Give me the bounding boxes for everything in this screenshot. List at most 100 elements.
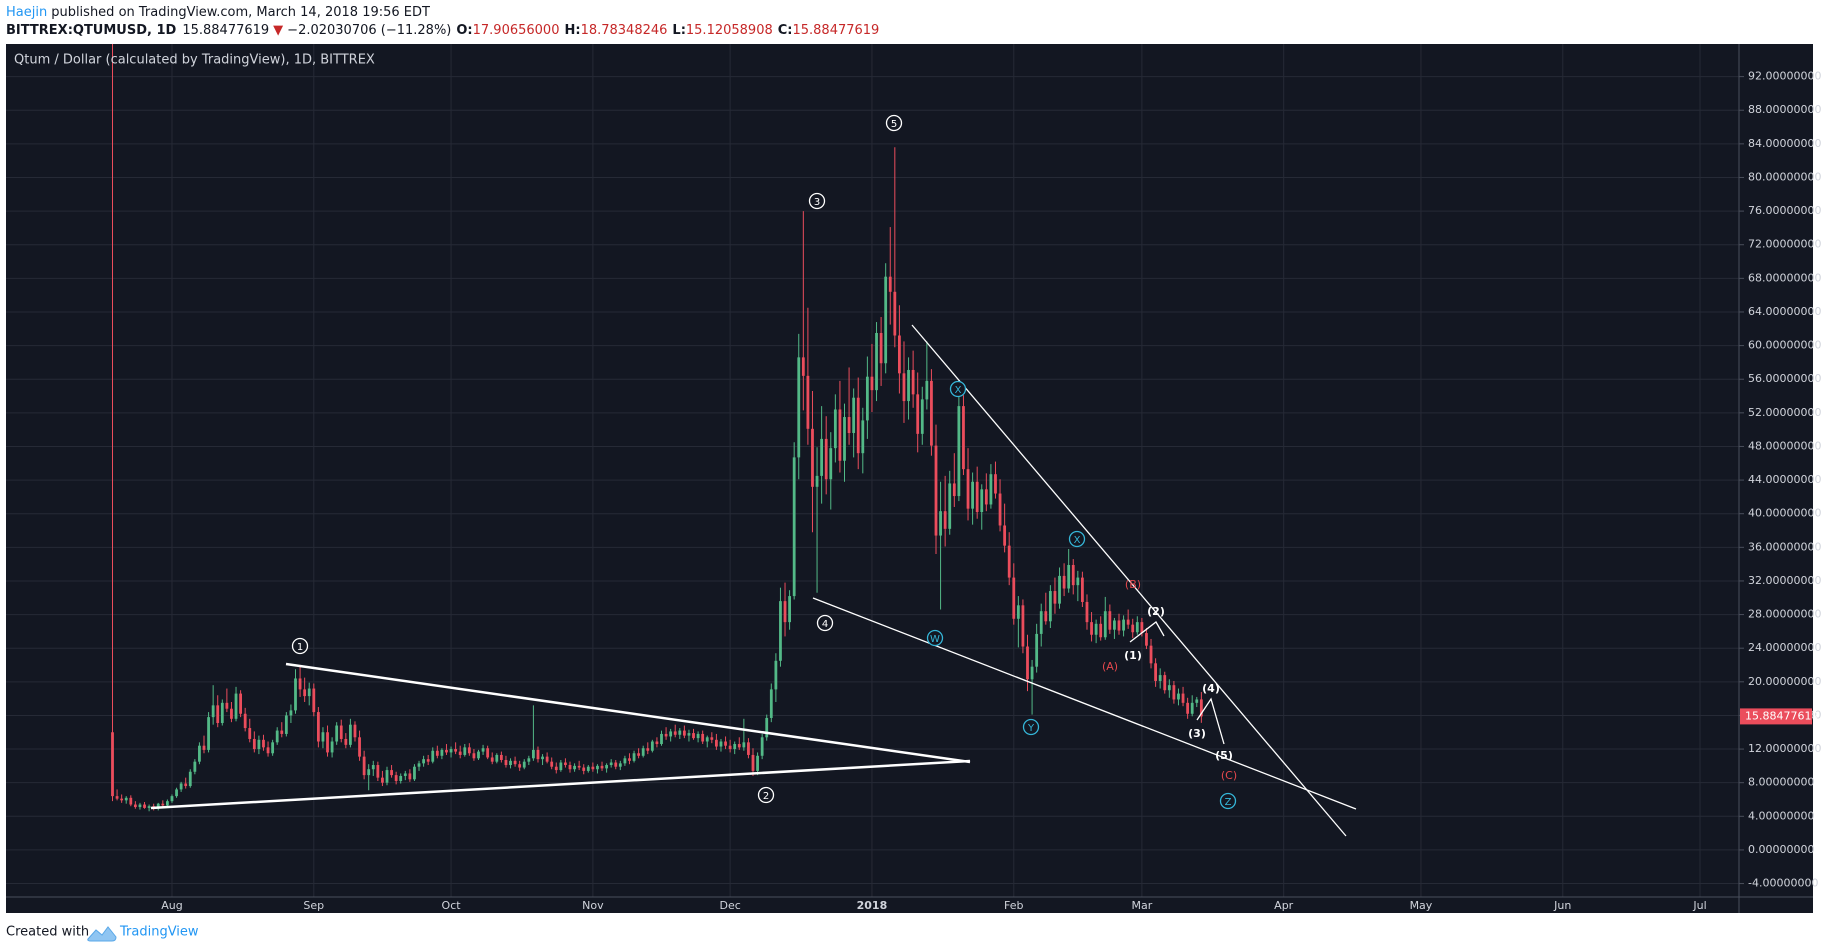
chart-title: Qtum / Dollar (calculated by TradingView… xyxy=(14,53,375,68)
triangle-upper-line[interactable] xyxy=(285,662,971,764)
wave-circle xyxy=(926,629,944,647)
y-tick-label: 80.00000000 xyxy=(1748,170,1821,183)
last-price-box xyxy=(1740,708,1812,725)
candle-body xyxy=(536,749,540,760)
candle-body xyxy=(1122,619,1125,631)
candle-body xyxy=(719,741,723,747)
candle-body xyxy=(385,770,389,783)
triangle-lower-line[interactable] xyxy=(150,759,971,810)
candle-body xyxy=(271,742,275,754)
candle-body xyxy=(628,758,631,761)
last-value: 15.88477619 xyxy=(182,23,269,38)
candle-body xyxy=(417,763,421,767)
candle-body xyxy=(303,689,307,697)
candle-body xyxy=(829,448,833,480)
x-tick-label: Apr xyxy=(1274,899,1294,912)
candle-body xyxy=(184,783,188,787)
candle-body xyxy=(920,399,924,434)
candle-body xyxy=(353,724,357,738)
candle-body xyxy=(472,753,476,759)
candle-body xyxy=(605,765,608,769)
wave-label: (3) xyxy=(1188,727,1206,740)
brand-link[interactable]: TradingView xyxy=(119,925,199,940)
wave-path[interactable] xyxy=(1129,621,1165,643)
candle-body xyxy=(742,742,746,748)
candle-body xyxy=(1131,624,1135,633)
candle-body xyxy=(1186,702,1190,714)
candle-body xyxy=(490,757,494,762)
wedge-upper-line[interactable] xyxy=(911,324,1347,837)
candle-body xyxy=(1172,685,1176,700)
author-link[interactable]: Haejin xyxy=(6,5,47,20)
candle-body xyxy=(783,601,787,623)
candle-body xyxy=(815,475,819,487)
candle-body xyxy=(284,715,288,734)
y-tick-label: 12.00000000 xyxy=(1748,742,1821,755)
candle-body xyxy=(143,804,146,808)
candle-body xyxy=(486,748,490,758)
candle-body xyxy=(1167,685,1171,691)
candle-body xyxy=(275,730,279,743)
candle-body xyxy=(394,775,398,782)
candle-body xyxy=(696,733,700,739)
candle-body xyxy=(984,489,988,505)
candle-body xyxy=(715,739,718,747)
candle-body xyxy=(774,660,778,690)
ohlc-value: 18.78348246 xyxy=(581,23,668,38)
wave-label: (2) xyxy=(1147,605,1165,618)
candle-body xyxy=(1039,611,1043,634)
wave-label: (4) xyxy=(1202,682,1220,695)
candle-body xyxy=(179,783,183,790)
candle-body xyxy=(115,796,119,799)
candle-body xyxy=(792,457,796,597)
candle-body xyxy=(166,801,169,806)
candle-body xyxy=(632,753,636,761)
wedge-lower-line[interactable] xyxy=(812,597,1357,810)
candle-body xyxy=(788,596,791,623)
candle-body xyxy=(943,511,947,529)
candle-body xyxy=(618,763,622,767)
ohlc-label: O: xyxy=(456,23,472,38)
candle-body xyxy=(1085,601,1089,623)
candle-body xyxy=(504,759,508,766)
candle-body xyxy=(737,744,741,748)
candle-body xyxy=(600,765,604,769)
candle-body xyxy=(252,738,256,750)
change: −2.02030706 (−11.28%) xyxy=(287,23,451,38)
candle-body xyxy=(202,745,206,750)
y-tick-label: 60.00000000 xyxy=(1748,339,1821,352)
candle-body xyxy=(1081,577,1084,602)
candle-body xyxy=(289,710,293,716)
candle-body xyxy=(1113,620,1116,630)
candle-body xyxy=(1048,591,1052,622)
direction-arrow: ▼ xyxy=(273,23,283,38)
y-tick-label: 92.00000000 xyxy=(1748,70,1821,83)
candle-body xyxy=(399,775,403,782)
candle-body xyxy=(422,759,425,764)
candle-body xyxy=(861,420,865,454)
candle-body xyxy=(467,747,471,754)
wave-circle xyxy=(1022,718,1040,736)
candle-body xyxy=(129,797,133,805)
candle-body xyxy=(458,751,462,755)
projection-path[interactable] xyxy=(1196,697,1225,745)
candle-body xyxy=(330,741,334,753)
candle-body xyxy=(1012,577,1016,619)
wave-label: Z xyxy=(1225,797,1232,808)
candle-body xyxy=(673,731,677,735)
wave-label: (B) xyxy=(1125,578,1141,591)
candle-body xyxy=(779,601,782,661)
x-tick-label: Feb xyxy=(1004,899,1023,912)
candle-body xyxy=(1090,622,1093,635)
candle-body xyxy=(376,765,380,778)
y-tick-label: 28.00000000 xyxy=(1748,608,1821,621)
candle-body xyxy=(371,765,375,770)
candle-body xyxy=(1181,693,1185,703)
tradingview-logo xyxy=(87,926,117,942)
candle-body xyxy=(111,732,114,797)
candle-body xyxy=(1126,619,1130,625)
x-tick-label: 2018 xyxy=(857,899,888,912)
y-tick-label: 8.00000000 xyxy=(1748,776,1814,789)
wave-label: 1 xyxy=(297,642,303,653)
